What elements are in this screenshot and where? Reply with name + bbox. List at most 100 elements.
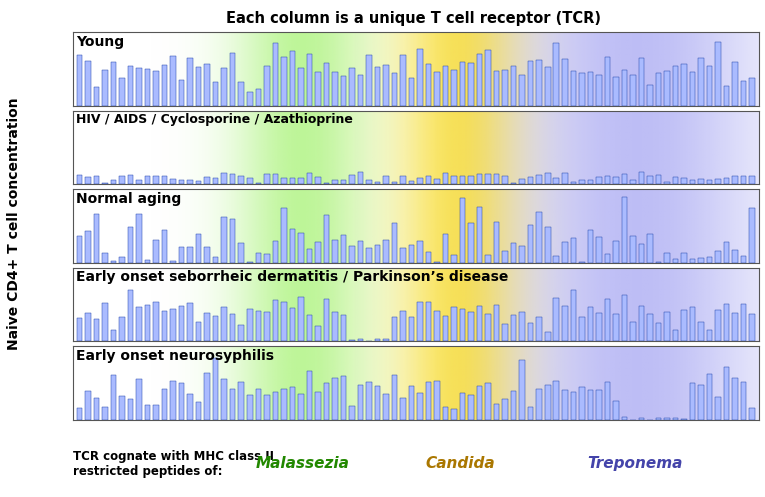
Bar bbox=[187, 58, 193, 106]
Bar bbox=[435, 381, 440, 420]
Bar bbox=[443, 173, 448, 184]
Bar bbox=[732, 250, 737, 263]
Bar bbox=[221, 173, 227, 184]
Bar bbox=[256, 183, 261, 184]
Bar bbox=[145, 260, 151, 263]
Bar bbox=[76, 318, 83, 341]
Bar bbox=[358, 339, 363, 341]
Bar bbox=[485, 174, 491, 184]
Bar bbox=[681, 64, 687, 106]
Bar bbox=[468, 176, 474, 184]
Bar bbox=[111, 330, 116, 341]
Bar bbox=[435, 72, 440, 106]
Bar bbox=[409, 317, 415, 341]
Bar bbox=[724, 304, 729, 341]
Bar bbox=[247, 309, 252, 341]
Bar bbox=[571, 181, 576, 184]
Bar bbox=[239, 325, 244, 341]
Bar bbox=[179, 247, 184, 263]
Bar bbox=[681, 253, 687, 263]
Bar bbox=[85, 313, 91, 341]
Bar bbox=[656, 175, 661, 184]
Bar bbox=[503, 176, 508, 184]
Bar bbox=[290, 308, 295, 341]
Bar bbox=[383, 65, 389, 106]
Bar bbox=[715, 397, 721, 420]
Bar bbox=[613, 314, 619, 341]
Bar bbox=[451, 409, 457, 420]
Bar bbox=[375, 67, 380, 106]
Bar bbox=[639, 306, 644, 341]
Bar bbox=[485, 383, 491, 420]
Bar bbox=[511, 391, 516, 420]
Bar bbox=[451, 307, 457, 341]
Bar bbox=[579, 388, 584, 420]
Bar bbox=[741, 382, 747, 420]
Bar bbox=[94, 214, 99, 263]
Bar bbox=[103, 407, 108, 420]
Bar bbox=[562, 59, 568, 106]
Bar bbox=[187, 303, 193, 341]
Bar bbox=[409, 386, 415, 420]
Bar bbox=[400, 248, 405, 263]
Bar bbox=[281, 57, 287, 106]
Bar bbox=[681, 419, 687, 420]
Bar bbox=[698, 58, 704, 106]
Bar bbox=[451, 175, 457, 184]
Bar bbox=[571, 71, 576, 106]
Bar bbox=[204, 247, 210, 263]
Bar bbox=[383, 394, 389, 420]
Bar bbox=[528, 407, 533, 420]
Bar bbox=[76, 408, 83, 420]
Bar bbox=[256, 253, 261, 263]
Bar bbox=[596, 390, 601, 420]
Bar bbox=[647, 176, 653, 184]
Bar bbox=[749, 176, 755, 184]
Bar bbox=[749, 314, 755, 341]
Bar bbox=[485, 255, 491, 263]
Bar bbox=[707, 180, 712, 184]
Bar bbox=[536, 175, 542, 184]
Bar bbox=[426, 176, 431, 184]
Bar bbox=[383, 339, 389, 341]
Bar bbox=[741, 255, 747, 263]
Bar bbox=[204, 373, 210, 420]
Bar bbox=[179, 383, 184, 420]
Bar bbox=[639, 244, 644, 263]
Bar bbox=[664, 418, 669, 420]
Bar bbox=[298, 68, 304, 106]
Bar bbox=[171, 381, 176, 420]
Bar bbox=[460, 310, 465, 341]
Bar bbox=[307, 371, 312, 420]
Bar bbox=[485, 314, 491, 341]
Bar bbox=[494, 305, 500, 341]
Bar bbox=[656, 418, 661, 420]
Bar bbox=[264, 254, 269, 263]
Bar bbox=[690, 259, 695, 263]
Bar bbox=[196, 402, 201, 420]
Bar bbox=[468, 395, 474, 420]
Bar bbox=[272, 300, 278, 341]
Bar bbox=[290, 51, 295, 106]
Bar bbox=[94, 319, 99, 341]
Bar bbox=[741, 81, 747, 106]
Bar bbox=[545, 67, 551, 106]
Bar bbox=[340, 315, 347, 341]
Bar bbox=[545, 385, 551, 420]
Bar bbox=[536, 212, 542, 263]
Bar bbox=[392, 223, 397, 263]
Bar bbox=[707, 374, 712, 420]
Bar bbox=[230, 389, 236, 420]
Bar bbox=[690, 307, 695, 341]
Bar bbox=[690, 180, 695, 184]
Bar bbox=[681, 310, 687, 341]
Bar bbox=[477, 306, 483, 341]
Bar bbox=[588, 230, 593, 263]
Bar bbox=[196, 181, 201, 184]
Bar bbox=[630, 236, 636, 263]
Bar bbox=[298, 297, 304, 341]
Bar bbox=[103, 303, 108, 341]
Bar bbox=[358, 171, 363, 184]
Bar bbox=[613, 241, 619, 263]
Bar bbox=[519, 360, 525, 420]
